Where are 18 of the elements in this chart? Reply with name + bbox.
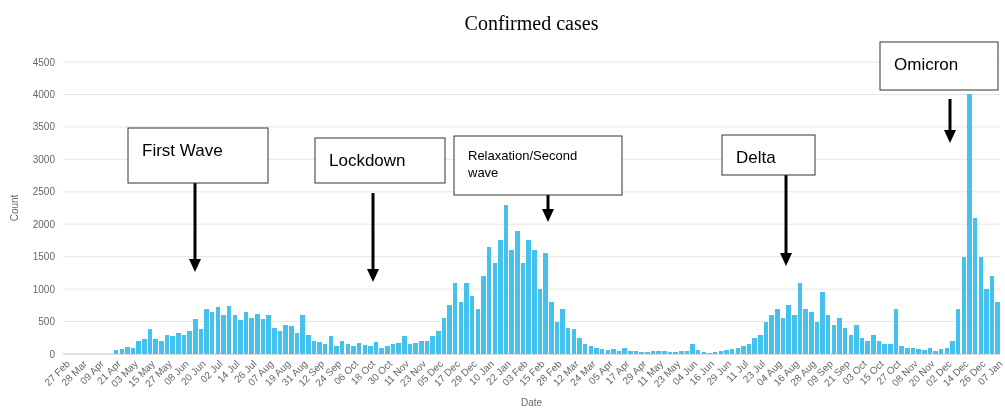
annotation: Relaxation/Second wave [467,148,578,180]
y-tick-label: 1000 [32,283,56,295]
y-tick-label: 4000 [32,88,56,100]
annotation: Omicron [894,55,959,74]
y-tick-label: 4500 [32,56,56,68]
y-tick-label: 3500 [32,121,56,133]
annotation: Delta [736,148,777,167]
y-tick-label: 0 [49,348,56,360]
x-axis-title: Date [520,397,543,408]
y-tick-label: 1500 [32,251,56,263]
chart-title: Confirmed cases [464,12,599,34]
annotation: Lockdown [329,151,406,170]
y-tick-label: 3000 [32,153,56,165]
y-tick-label: 2500 [32,186,56,198]
y-tick-label: 2000 [32,218,56,230]
y-axis-title: Count [9,194,20,222]
annotation: First Wave [142,141,223,160]
y-tick-label: 500 [38,316,56,328]
